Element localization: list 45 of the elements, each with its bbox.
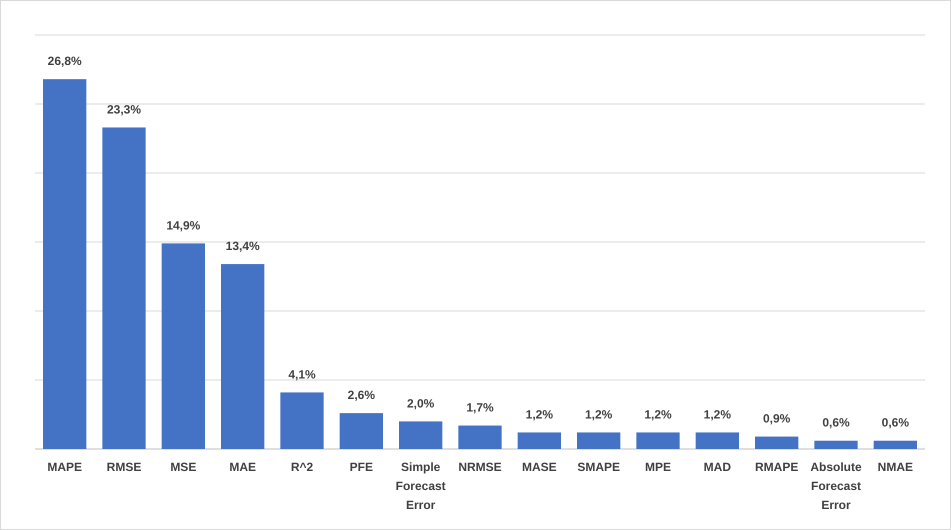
bar (102, 127, 146, 449)
bar (577, 432, 620, 449)
data-label: 2,0% (406, 396, 435, 410)
data-label: 0,9% (762, 412, 791, 426)
bar (814, 440, 858, 449)
data-label: 1,2% (526, 407, 554, 422)
bar (280, 392, 324, 449)
x-tick-label: RMSE (106, 460, 142, 474)
x-tick-label: RMAPE (754, 460, 798, 474)
data-label: 23,3% (106, 102, 142, 116)
data-label: 1,2% (704, 407, 732, 422)
bar (696, 432, 739, 449)
x-tick-label: R^2 (290, 460, 314, 474)
data-label: 14,9% (166, 218, 201, 232)
data-label: 0,6% (882, 416, 910, 430)
x-tick-label: MSE (170, 460, 196, 474)
bar (755, 436, 798, 449)
bar (340, 413, 383, 449)
x-tick-label: MAD (704, 460, 732, 474)
data-label: 1,2% (644, 407, 672, 422)
x-tick-label: MAPE (47, 460, 82, 474)
x-tick-label: MAE (229, 460, 256, 474)
bar (399, 421, 442, 449)
bar (636, 432, 680, 449)
x-tick-label: Simple Forecast Error (396, 460, 446, 512)
bar (458, 426, 502, 449)
x-tick-label: NMAE (878, 460, 914, 474)
data-label: 13,4% (226, 239, 260, 254)
bar (518, 432, 561, 449)
bar (874, 440, 917, 449)
data-label: 1,2% (584, 407, 613, 422)
x-tick-label: PFE (350, 460, 374, 474)
data-label: 2,6% (348, 388, 376, 402)
x-tick-label: Absolute Forecast Error (810, 460, 862, 512)
x-tick-label: MPE (644, 460, 672, 474)
x-tick-label: SMAPE (577, 460, 620, 474)
x-tick-label: NRMSE (458, 460, 502, 474)
bar (162, 243, 205, 449)
data-label: 0,6% (822, 416, 850, 430)
bar (221, 264, 264, 449)
data-label: 1,7% (466, 400, 494, 415)
data-label: 26,8% (48, 54, 82, 68)
x-tick-label: MASE (522, 460, 557, 474)
data-label: 4,1% (288, 367, 316, 382)
bar (43, 79, 86, 449)
